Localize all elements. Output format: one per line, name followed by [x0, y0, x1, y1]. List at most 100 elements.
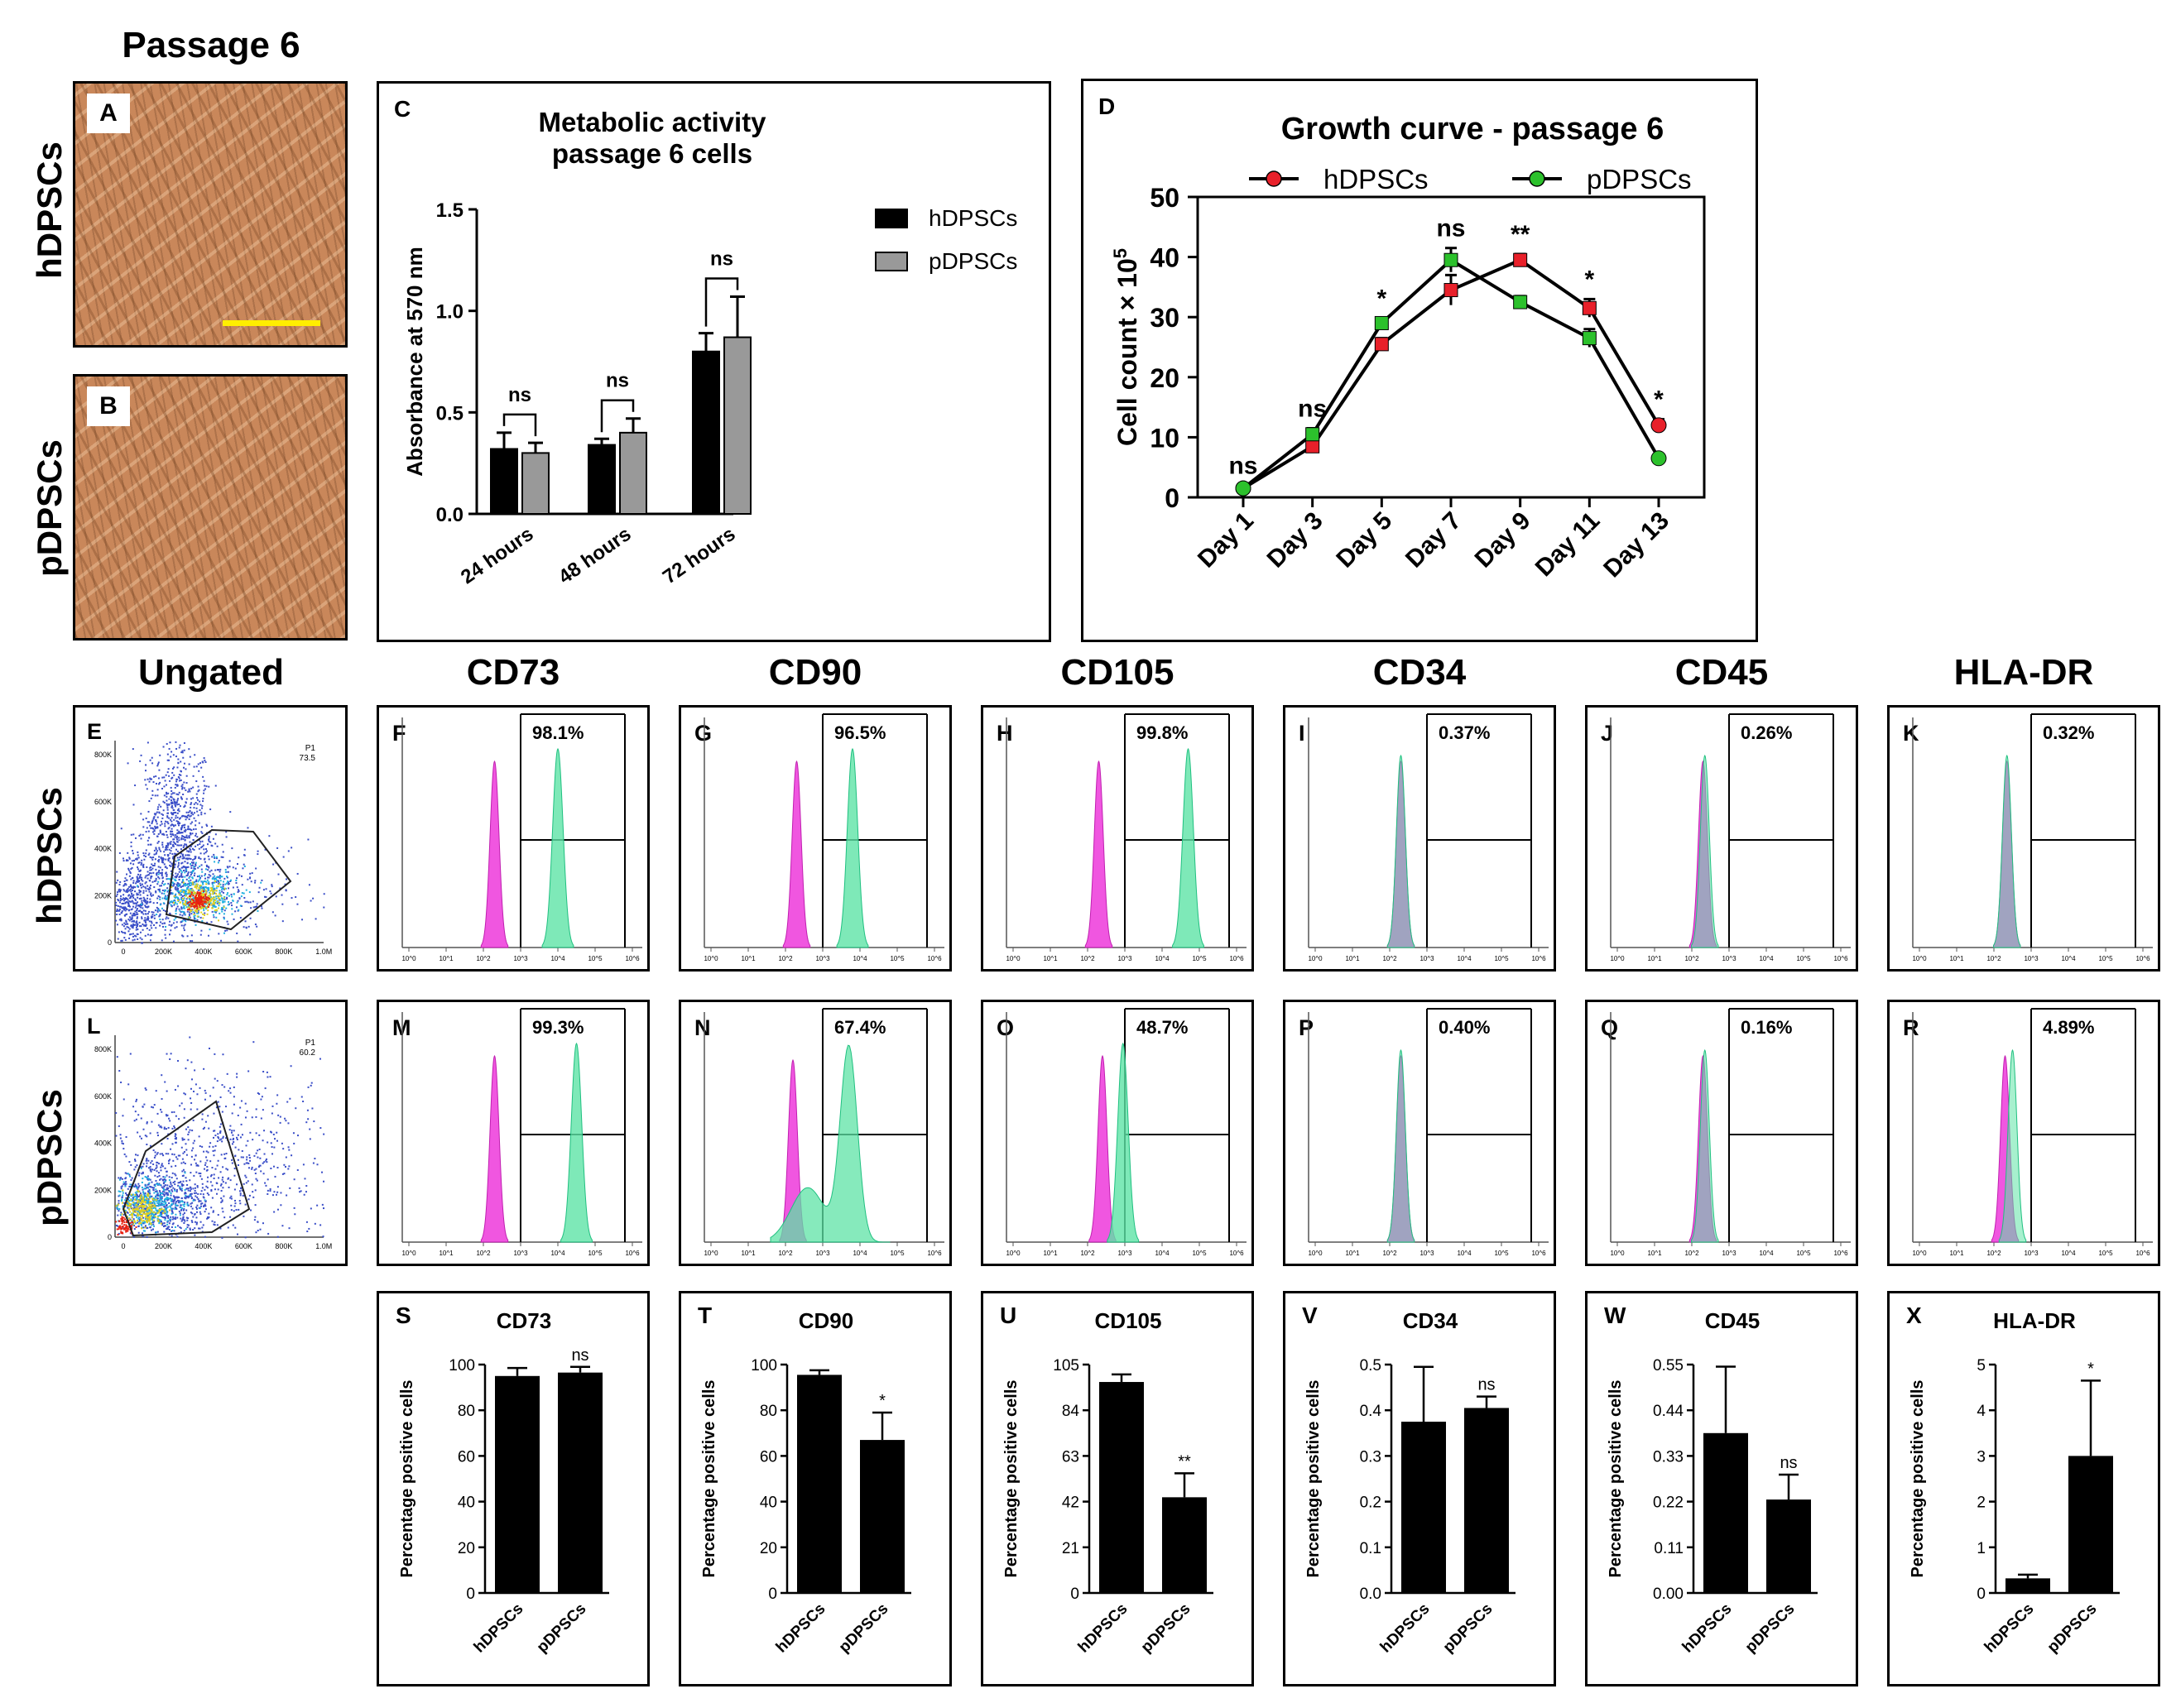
scatter-point	[179, 1214, 181, 1216]
scatter-point	[121, 1202, 123, 1204]
scatter-point	[140, 754, 142, 756]
scatter-point	[192, 901, 195, 904]
scatter-point	[178, 830, 180, 832]
scatter-point	[214, 905, 217, 908]
scatter-point	[206, 1180, 209, 1183]
x-tick-label: Day 7	[1400, 507, 1467, 573]
scatter-point	[217, 897, 219, 900]
scatter-point	[189, 882, 191, 885]
scatter-point	[172, 808, 175, 811]
scatter-point	[224, 868, 227, 871]
scatter-point	[216, 895, 219, 897]
scatter-point	[218, 880, 220, 883]
x-tick-label: 10^3	[2024, 1250, 2039, 1257]
scatter-point	[255, 1132, 257, 1135]
scatter-point	[191, 876, 194, 879]
scatter-point	[177, 885, 180, 888]
scatter-point	[118, 914, 121, 916]
scatter-point	[173, 825, 175, 828]
scatter-point	[126, 1193, 128, 1196]
scatter-point	[255, 1152, 257, 1154]
scatter-point	[142, 1128, 145, 1130]
scatter-point	[171, 1207, 174, 1210]
scatter-point	[305, 1191, 307, 1193]
x-tick-label: Day 13	[1598, 507, 1674, 583]
scatter-point	[178, 861, 180, 864]
scatter-point	[204, 885, 207, 888]
scatter-point	[119, 889, 122, 891]
scatter-point	[147, 839, 149, 842]
scatter-point	[168, 878, 171, 880]
scatter-point	[120, 828, 122, 830]
scatter-point	[162, 859, 165, 861]
scatter-point	[147, 1191, 150, 1193]
scatter-point	[189, 828, 191, 831]
scatter-point	[201, 840, 204, 842]
scatter-point	[115, 904, 118, 907]
scatter-point	[190, 1202, 192, 1205]
scatter-point	[144, 770, 147, 772]
scatter-point	[190, 910, 192, 913]
scatter-point	[136, 1185, 138, 1187]
scatter-point	[181, 788, 184, 790]
scatter-point	[139, 1211, 142, 1214]
scatter-point	[222, 1137, 224, 1139]
scatter-point	[121, 1142, 123, 1144]
scatter-point	[198, 770, 200, 772]
scatter-point	[117, 879, 119, 881]
scatter-point	[175, 834, 177, 837]
scatter-point	[151, 865, 154, 867]
scatter-point	[144, 909, 147, 912]
scatter-point	[133, 1207, 136, 1209]
scatter-point	[189, 909, 191, 911]
scatter-point	[168, 747, 171, 750]
scatter-point	[212, 893, 214, 895]
scatter-point	[171, 877, 174, 880]
x-tick-label: 10^0	[1912, 955, 1927, 962]
scatter-point	[151, 1207, 153, 1210]
scatter-point	[179, 876, 181, 878]
scatter-point	[146, 866, 148, 868]
scatter-point	[144, 901, 147, 904]
scatter-point	[136, 1186, 138, 1188]
scatter-point	[222, 1181, 224, 1183]
scatter-point	[193, 765, 195, 768]
scatter-point	[171, 803, 173, 805]
scatter-point	[147, 917, 150, 919]
scatter-point	[156, 1152, 159, 1154]
scatter-point	[219, 1139, 221, 1141]
scatter-point	[181, 879, 184, 881]
scatter-point	[140, 1223, 142, 1226]
panel-i-histogram: I 10^0 10^1 10^2 10^3 10^4 10^5 10^6 0.37%	[1283, 705, 1556, 972]
scatter-point	[189, 857, 191, 860]
scatter-point	[171, 892, 173, 895]
scatter-point	[210, 825, 213, 828]
scatter-point	[115, 919, 118, 922]
scatter-point	[166, 799, 168, 802]
scatter-point	[176, 890, 179, 893]
scatter-point	[238, 1149, 240, 1151]
scatter-point	[179, 1202, 181, 1204]
scatter-point	[211, 883, 214, 885]
scatter-point	[142, 913, 145, 915]
scatter-point	[185, 768, 187, 770]
scatter-point	[258, 1148, 261, 1150]
y-tick-label: 200K	[94, 1186, 112, 1194]
scatter-point	[145, 1197, 147, 1200]
scatter-point	[214, 1188, 216, 1191]
scatter-point	[215, 895, 218, 898]
x-tick-label: hDPSCs	[1377, 1600, 1434, 1657]
scatter-point	[221, 843, 223, 846]
scatter-point	[252, 1196, 255, 1198]
scatter-point	[147, 913, 149, 915]
scatter-point	[146, 1162, 148, 1164]
scatter-point	[161, 813, 164, 816]
scatter-point	[200, 813, 203, 816]
scatter-point	[184, 913, 186, 915]
scatter-point	[130, 868, 132, 871]
scatter-point	[141, 938, 143, 941]
y-tick-label: 0.44	[1653, 1403, 1684, 1420]
scatter-point	[194, 918, 196, 920]
scatter-point	[279, 887, 281, 890]
